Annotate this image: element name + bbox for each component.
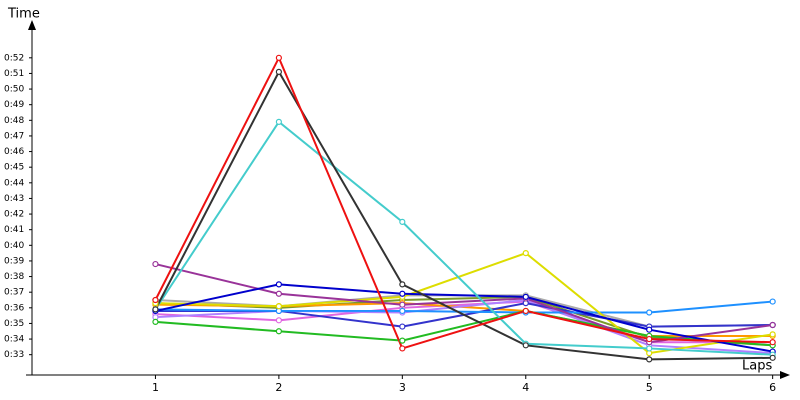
y-tick-label: 0:33 <box>4 350 24 360</box>
point <box>399 307 406 315</box>
point <box>152 296 159 304</box>
y-tick-label: 0:46 <box>4 147 24 157</box>
point <box>152 318 159 325</box>
point <box>769 339 776 346</box>
y-tick-label: 0:47 <box>4 131 24 141</box>
x-arrow <box>780 371 790 379</box>
point <box>646 356 653 363</box>
point <box>522 250 529 257</box>
point <box>522 293 529 300</box>
y-tick-label: 0:40 <box>4 241 24 251</box>
point <box>399 301 406 308</box>
series-line <box>155 300 773 314</box>
series-line <box>155 298 773 355</box>
y-axis-title: Time <box>7 7 40 22</box>
point <box>399 345 406 352</box>
y-tick-label: 0:42 <box>4 210 24 220</box>
y-tick-label: 0:43 <box>4 194 24 204</box>
x-tick-label: 6 <box>769 381 776 394</box>
series-line <box>155 300 773 344</box>
point <box>275 54 282 61</box>
y-tick-label: 0:48 <box>4 116 24 126</box>
x-tick-label: 2 <box>275 381 282 394</box>
point <box>646 326 653 333</box>
y-tick-label: 0:49 <box>4 100 24 110</box>
y-tick-label: 0:41 <box>4 225 24 235</box>
point <box>769 298 776 305</box>
y-tick-label: 0:36 <box>4 303 24 313</box>
x-tick-label: 1 <box>152 381 159 394</box>
series-line <box>155 283 773 353</box>
point <box>769 321 776 329</box>
point <box>646 309 653 316</box>
y-tick-label: 0:35 <box>4 319 24 329</box>
point <box>399 323 406 330</box>
y-tick-label: 0:51 <box>4 69 24 79</box>
y-tick-label: 0:39 <box>4 256 24 266</box>
point <box>399 218 406 225</box>
y-tick-label: 0:34 <box>4 335 24 345</box>
point <box>522 342 529 349</box>
x-axis-title: Laps <box>742 359 772 374</box>
y-tick-label: 0:44 <box>4 178 24 188</box>
point <box>152 260 159 268</box>
point <box>522 307 529 315</box>
y-tick-label: 0:45 <box>4 163 24 173</box>
x-tick-label: 5 <box>646 381 653 394</box>
y-tick-label: 0:38 <box>4 272 24 282</box>
point <box>275 281 282 288</box>
point <box>399 290 406 297</box>
point <box>275 317 282 324</box>
point <box>275 303 282 310</box>
point <box>275 68 282 75</box>
point <box>646 345 653 352</box>
point <box>275 118 282 125</box>
y-tick-label: 0:37 <box>4 288 24 298</box>
point <box>152 306 159 313</box>
y-tick-label: 0:50 <box>4 85 24 95</box>
point <box>399 281 406 288</box>
series-line <box>154 69 773 361</box>
point <box>769 331 776 338</box>
x-tick-label: 4 <box>522 381 529 394</box>
series-line <box>155 309 773 347</box>
series-line <box>154 55 773 350</box>
y-arrow <box>28 20 36 30</box>
point <box>275 328 282 335</box>
y-tick-label: 0:52 <box>4 53 24 63</box>
point <box>399 337 406 344</box>
point <box>275 290 282 297</box>
point <box>646 335 653 343</box>
series-line <box>154 120 773 356</box>
point <box>769 354 776 361</box>
x-tick-label: 3 <box>399 381 406 394</box>
